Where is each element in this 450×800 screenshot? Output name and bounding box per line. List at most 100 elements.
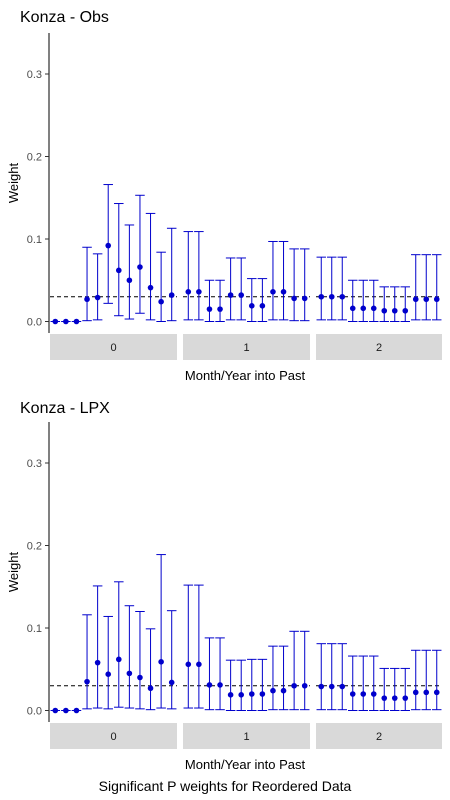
y-tick-label: 0.2 bbox=[27, 541, 42, 553]
data-point bbox=[402, 307, 409, 314]
data-point bbox=[381, 695, 388, 701]
figure-caption: Significant P weights for Reordered Data bbox=[98, 778, 352, 794]
x-axis-label: Month/Year into Past bbox=[185, 757, 306, 772]
facet-2: 2 bbox=[316, 254, 442, 360]
data-point bbox=[73, 707, 80, 714]
facet-strip bbox=[183, 723, 310, 749]
chart-panel: Konza - Obs 0.0 0.1 0.2 0.3 Weight 0 1 2 Month/Ye… bbox=[6, 9, 442, 383]
data-point bbox=[206, 682, 213, 688]
y-tick-label: 0.3 bbox=[27, 458, 42, 470]
data-point bbox=[370, 305, 377, 312]
facet-label: 2 bbox=[376, 731, 382, 743]
y-tick-label: 0.1 bbox=[27, 623, 42, 635]
facet-label: 1 bbox=[243, 731, 249, 743]
data-point bbox=[115, 267, 122, 274]
data-point bbox=[433, 689, 440, 696]
facet-0: 0 bbox=[50, 554, 177, 749]
data-point bbox=[238, 292, 245, 298]
facet-label: 0 bbox=[110, 731, 116, 743]
y-tick-label: 0.3 bbox=[27, 69, 42, 81]
data-point bbox=[206, 306, 213, 312]
data-point bbox=[227, 292, 234, 298]
data-point bbox=[126, 670, 133, 677]
facet-1: 1 bbox=[183, 584, 310, 749]
data-point bbox=[94, 294, 101, 301]
data-point bbox=[217, 306, 223, 312]
data-point bbox=[360, 305, 367, 312]
data-point bbox=[291, 682, 297, 689]
data-point bbox=[105, 671, 112, 677]
data-point bbox=[280, 687, 287, 694]
data-point bbox=[412, 689, 419, 696]
data-point bbox=[433, 296, 440, 303]
data-point bbox=[328, 683, 335, 690]
data-point bbox=[318, 293, 325, 300]
facet-label: 1 bbox=[243, 342, 249, 354]
facet-2: 2 bbox=[316, 643, 442, 749]
data-point bbox=[147, 685, 154, 692]
data-point bbox=[270, 289, 276, 295]
x-axis-label: Month/Year into Past bbox=[185, 368, 306, 383]
data-point bbox=[339, 683, 346, 690]
data-point bbox=[318, 683, 325, 690]
data-point bbox=[423, 296, 430, 303]
data-point bbox=[168, 292, 175, 298]
y-axis-label: Weight bbox=[6, 552, 21, 593]
data-point bbox=[370, 691, 377, 697]
y-tick-label: 0.2 bbox=[27, 152, 42, 164]
data-point bbox=[158, 659, 164, 665]
data-point bbox=[301, 682, 308, 689]
data-point bbox=[259, 691, 266, 697]
data-point bbox=[412, 296, 419, 303]
data-point bbox=[185, 289, 192, 295]
data-point bbox=[63, 707, 69, 714]
data-point bbox=[84, 678, 90, 685]
chart-title: Konza - LPX bbox=[20, 400, 110, 417]
data-point bbox=[238, 692, 245, 698]
facet-strip bbox=[316, 723, 442, 749]
data-point bbox=[185, 661, 192, 668]
data-point bbox=[280, 289, 287, 295]
facet-strip bbox=[50, 723, 177, 749]
data-point bbox=[84, 296, 90, 303]
data-point bbox=[52, 707, 59, 714]
data-point bbox=[339, 293, 346, 300]
data-point bbox=[115, 656, 122, 663]
data-point bbox=[349, 691, 356, 697]
facet-strip bbox=[50, 334, 177, 360]
data-point bbox=[137, 674, 143, 681]
y-axis-label: Weight bbox=[6, 163, 21, 204]
data-point bbox=[423, 689, 430, 696]
data-point bbox=[248, 691, 255, 697]
y-tick-label: 0.0 bbox=[27, 317, 42, 329]
data-point bbox=[301, 295, 308, 302]
facet-0: 0 bbox=[50, 184, 177, 360]
data-point bbox=[196, 661, 202, 668]
y-tick-label: 0.1 bbox=[27, 234, 42, 246]
data-point bbox=[227, 692, 234, 698]
data-point bbox=[158, 298, 164, 305]
data-point bbox=[391, 695, 398, 701]
data-point bbox=[349, 305, 356, 312]
data-point bbox=[63, 318, 69, 325]
data-point bbox=[94, 659, 101, 666]
chart-title: Konza - Obs bbox=[20, 9, 109, 26]
y-tick-label: 0.0 bbox=[27, 706, 42, 718]
data-point bbox=[291, 295, 297, 302]
data-point bbox=[248, 303, 255, 309]
data-point bbox=[259, 303, 266, 309]
facet-1: 1 bbox=[183, 231, 310, 360]
data-point bbox=[137, 264, 143, 270]
data-point bbox=[217, 682, 223, 688]
data-point bbox=[168, 679, 175, 686]
data-point bbox=[196, 289, 202, 295]
data-point bbox=[328, 293, 335, 300]
data-point bbox=[270, 687, 276, 694]
data-point bbox=[381, 307, 388, 314]
data-point bbox=[391, 307, 398, 314]
data-point bbox=[126, 277, 133, 284]
facet-label: 0 bbox=[110, 342, 116, 354]
facet-strip bbox=[183, 334, 310, 360]
facet-label: 2 bbox=[376, 342, 382, 354]
